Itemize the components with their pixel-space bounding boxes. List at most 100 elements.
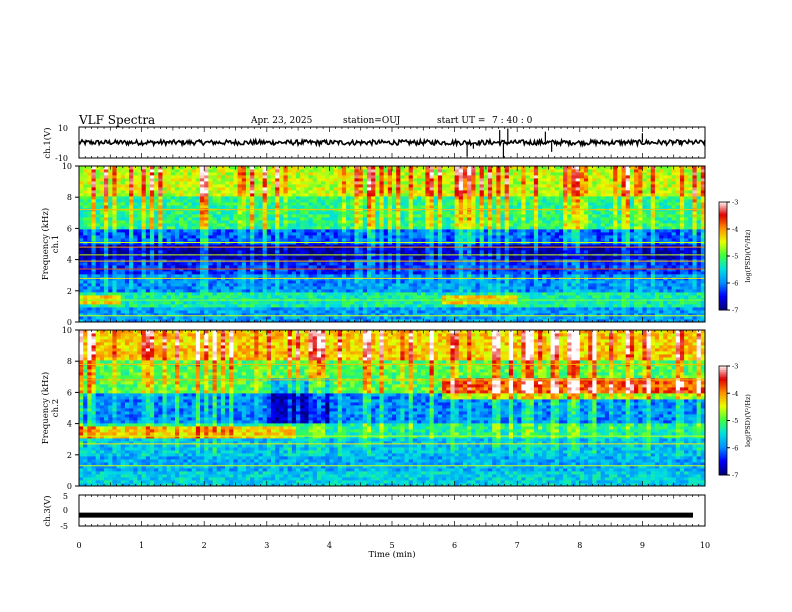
spectrogram-cell: [567, 226, 572, 229]
spectrogram-cell: [617, 295, 622, 298]
spectrogram-cell: [263, 310, 268, 313]
spectrogram-cell: [509, 295, 514, 298]
spectrogram-cell: [200, 304, 205, 307]
spectrogram-cell: [409, 235, 414, 238]
spectrogram-cell: [530, 304, 535, 307]
spectrogram-cell: [450, 301, 455, 304]
spectrogram-cell: [559, 256, 564, 259]
spectrogram-cell: [672, 238, 677, 241]
spectrogram-cell: [112, 238, 117, 241]
spectrogram-cell: [513, 226, 518, 229]
spectrogram-cell: [258, 229, 263, 232]
spectrogram-cell: [400, 238, 405, 241]
spectrogram-cell: [167, 295, 172, 298]
spectrogram-cell: [371, 292, 376, 295]
spectrogram-cell: [117, 307, 122, 310]
spectrogram-cell: [137, 286, 142, 289]
spectrogram-cell: [509, 238, 514, 241]
spectrogram-cell: [254, 307, 259, 310]
spectrogram-cell: [630, 280, 635, 283]
spectrogram-cell: [526, 226, 531, 229]
spectrogram-cell: [304, 289, 309, 292]
spectrogram-cell: [613, 238, 618, 241]
spectrogram-cell: [496, 301, 501, 304]
spectrogram-cell: [179, 307, 184, 310]
spectrogram-cell: [367, 283, 372, 286]
spectrogram-cell: [467, 304, 472, 307]
spectrogram-cell: [475, 295, 480, 298]
spectrogram-cell: [309, 223, 314, 226]
spectrogram-cell: [371, 256, 376, 259]
spectrogram-cell: [601, 283, 606, 286]
spectrogram-cell: [605, 292, 610, 295]
spectrogram-cell: [559, 265, 564, 268]
spectrogram-cell: [680, 301, 685, 304]
spectrogram-cell: [684, 256, 689, 259]
spectrogram-cell: [171, 220, 176, 223]
spectrogram-cell: [467, 316, 472, 319]
spectrogram-cell: [242, 283, 247, 286]
spectrogram-cell: [325, 238, 330, 241]
spectrogram-cell: [601, 226, 606, 229]
spectrogram-cell: [150, 265, 155, 268]
spectrogram-cell: [275, 280, 280, 283]
spectrogram-cell: [676, 256, 681, 259]
spectrogram-cell: [663, 295, 668, 298]
spectrogram-cell: [146, 283, 151, 286]
spectrogram-cell: [684, 295, 689, 298]
spectrogram-cell: [288, 310, 293, 313]
spectrogram-cell: [596, 226, 601, 229]
spectrogram-cell: [217, 265, 222, 268]
spectrogram-cell: [162, 250, 167, 253]
spectrogram-cell: [496, 238, 501, 241]
spectrogram-cell: [92, 301, 97, 304]
spectrogram-cell: [442, 235, 447, 238]
spectrogram-cell: [309, 280, 314, 283]
spectrogram-cell: [359, 283, 364, 286]
spectrogram-cell: [167, 301, 172, 304]
spectrogram-cell: [438, 262, 443, 265]
spectrogram-cell: [359, 295, 364, 298]
spectrogram-cell: [313, 295, 318, 298]
spectrogram-cell: [288, 286, 293, 289]
spectrogram-cell: [154, 304, 159, 307]
spectrogram-cell: [417, 223, 422, 226]
spectrogram-cell: [501, 274, 506, 277]
spectrogram-cell: [146, 265, 151, 268]
spectrogram-cell: [505, 250, 510, 253]
spectrogram-cell: [367, 274, 372, 277]
spectrogram-cell: [651, 226, 656, 229]
spectrogram-cell: [279, 304, 284, 307]
spectrogram-cell: [538, 283, 543, 286]
spectrogram-cell: [384, 262, 389, 265]
spectrogram-cell: [684, 250, 689, 253]
spectrogram-cell: [338, 301, 343, 304]
spectrogram-cell: [254, 316, 259, 319]
spectrogram-cell: [622, 286, 627, 289]
spectrogram-cell: [430, 316, 435, 319]
spectrogram-cell: [283, 280, 288, 283]
spectrogram-cell: [576, 310, 581, 313]
spectrogram-cell: [334, 301, 339, 304]
spectrogram-cell: [396, 316, 401, 319]
spectrogram-cell: [663, 292, 668, 295]
spectrogram-cell: [475, 310, 480, 313]
spectrogram-cell: [546, 250, 551, 253]
spectrogram-cell: [697, 286, 702, 289]
spectrogram-cell: [188, 274, 193, 277]
spectrogram-cell: [142, 220, 147, 223]
spectrogram-cell: [480, 310, 485, 313]
spectrogram-cell: [425, 256, 430, 259]
spectrogram-cell: [576, 256, 581, 259]
spectrogram-cell: [651, 292, 656, 295]
spectrogram-cell: [430, 262, 435, 265]
spectrogram-cell: [233, 307, 238, 310]
spectrogram-cell: [609, 238, 614, 241]
spectrogram-cell: [580, 223, 585, 226]
spectrogram-cell: [329, 271, 334, 274]
spectrogram-cell: [463, 286, 468, 289]
spectrogram-cell: [379, 295, 384, 298]
spectrogram-cell: [83, 295, 88, 298]
spectrogram-cell: [162, 229, 167, 232]
spectrogram-cell: [475, 256, 480, 259]
